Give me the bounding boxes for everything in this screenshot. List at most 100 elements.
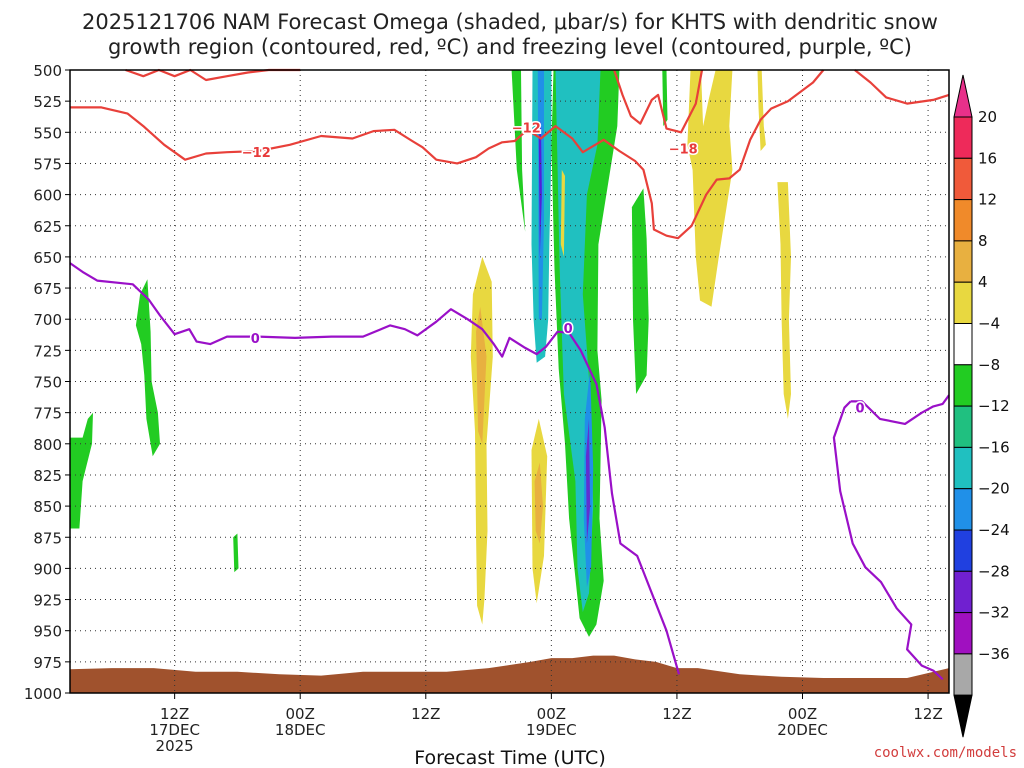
y-tick-label-875: 875 [33,529,62,547]
colorbar-label-9: −20 [978,480,1010,498]
colorbar-swatch-8 [953,446,973,490]
colorbar-swatch-0 [953,116,973,159]
colorbar-swatch-7 [953,405,973,448]
colorbar-label-7: −12 [978,397,1010,415]
omega-region-upward-purple-main-19-dec [585,418,591,544]
colorbar-label-6: −8 [978,356,1000,374]
y-tick-label-725: 725 [33,342,62,360]
y-tick-label-650: 650 [33,249,62,267]
freezing-level-contour-1 [832,400,944,681]
colorbar-swatch-6 [953,364,973,407]
contour-layer [69,68,950,681]
x-tick-label-18-1: 00Z [286,705,315,723]
y-tick-label-850: 850 [33,498,62,516]
dendritic-contour-0 [70,69,825,240]
chart-title-line1: 2025121706 NAM Forecast Omega (shaded, μ… [82,10,938,34]
grid-layer [70,70,949,693]
x-tick-label-6-3: 2025 [156,737,194,755]
omega-region-upward-green-column-19-dec [511,70,526,232]
x-tick-label-66-2: 20DEC [777,721,828,739]
colorbar-swatch-9 [953,488,973,531]
colorbar-label-11: −28 [978,562,1010,580]
colorbar-label-3: 8 [978,232,988,250]
contour-label-3: 0 [251,332,260,347]
colorbar-label-2: 12 [978,191,997,209]
y-tick-label-925: 925 [33,592,62,610]
colorbar-top-arrow [953,74,973,118]
omega-region-upward-green-thin-19-dec [662,70,668,127]
omega-region-upward-purple-core-19-dec [538,119,542,257]
contour-label-1: −12 [512,121,541,136]
colorbar-swatch-10 [953,529,973,572]
omega-region-sinking-yellow-20-dec [757,70,766,151]
colorbar-label-4: 4 [978,273,988,291]
colorbar-swatch-13 [953,653,973,696]
x-tick-label-42-1: 00Z [537,705,566,723]
omega-region-upward-green-17-dec [135,279,160,457]
x-tick-label-42-2: 19DEC [526,721,577,739]
colorbar-label-12: −32 [978,604,1010,622]
x-tick-label-30-1: 12Z [411,705,440,723]
y-axis: 500 525 550 575 600 625 650 675 700 725 750 775 800 8… [24,62,70,703]
dendritic-contour-2 [613,69,704,134]
y-tick-label-525: 525 [33,93,62,111]
x-tick-label-78-1: 12Z [913,705,942,723]
x-axis-label: Forecast Time (UTC) [414,747,605,768]
y-tick-label-975: 975 [33,654,62,672]
x-tick-label-66-1: 00Z [788,705,817,723]
y-tick-label-575: 575 [33,155,62,173]
y-tick-label-600: 600 [33,187,62,205]
colorbar-label-13: −36 [978,645,1010,663]
colorbar-swatch-1 [953,157,973,201]
freezing-level-contour-2 [850,394,950,425]
x-tick-label-18-2: 18DEC [275,721,326,739]
y-tick-label-750: 750 [33,374,62,392]
colorbar-swatch-12 [953,612,973,655]
colorbar-swatch-11 [953,570,973,614]
contour-label-5: 0 [856,402,865,417]
colorbar-label-1: 16 [978,149,997,167]
terrain-fill [70,655,949,693]
omega-region-sinking-yellow-narrow-19-dec [560,169,565,257]
colorbar-swatch-4 [953,281,973,325]
y-tick-label-900: 900 [33,560,62,578]
colorbar-label-0: 20 [978,108,997,126]
omega-region-upward-green-east-19-dec [631,188,649,394]
y-tick-label-950: 950 [33,623,62,641]
omega-region-upward-green-lower-left [70,412,93,529]
y-tick-label-775: 775 [33,405,62,423]
chart-title-line2: growth region (contoured, red, ºC) and f… [108,35,912,59]
contour-label-4: 0 [564,322,573,337]
omega-region-sinking-yellow-20-dec-east [777,182,791,419]
credit-label: coolwx.com/models [874,745,1017,761]
colorbar-label-10: −24 [978,521,1010,539]
colorbar-swatch-3 [953,240,973,283]
y-tick-label-500: 500 [33,62,62,80]
y-tick-label-825: 825 [33,467,62,485]
y-tick-label-675: 675 [33,280,62,298]
y-tick-label-1000: 1000 [24,685,62,703]
colorbar-label-5: −4 [978,315,1000,333]
colorbar-bottom-arrow [953,694,973,738]
x-tick-label-54-1: 12Z [662,705,691,723]
x-tick-label-6-1: 12Z [160,705,189,723]
colorbar-swatch-5 [953,323,973,366]
omega-region-sinking-orange-late-18-dec [534,462,543,544]
colorbar-swatch-2 [953,199,973,242]
contour-label-layer: −12 −12 −18 0 0 0 [240,120,866,418]
omega-fill-layer [70,70,791,637]
contour-label-0: −12 [242,146,271,161]
y-tick-label-625: 625 [33,218,62,236]
omega-region-sinking-orange-18-dec [476,306,487,444]
colorbar: 20 16 12 8 4 −4 −8 −12 −16 −20 −24 −28 −32 −36 [953,74,1010,738]
dendritic-contour-1 [125,68,301,82]
y-tick-label-700: 700 [33,311,62,329]
freezing-level-contour-0 [69,262,681,675]
colorbar-label-8: −16 [978,438,1010,456]
dendritic-contour-3 [854,69,950,105]
omega-region-upward-green-speck [233,533,239,573]
y-tick-label-800: 800 [33,436,62,454]
terrain-layer [70,655,949,693]
